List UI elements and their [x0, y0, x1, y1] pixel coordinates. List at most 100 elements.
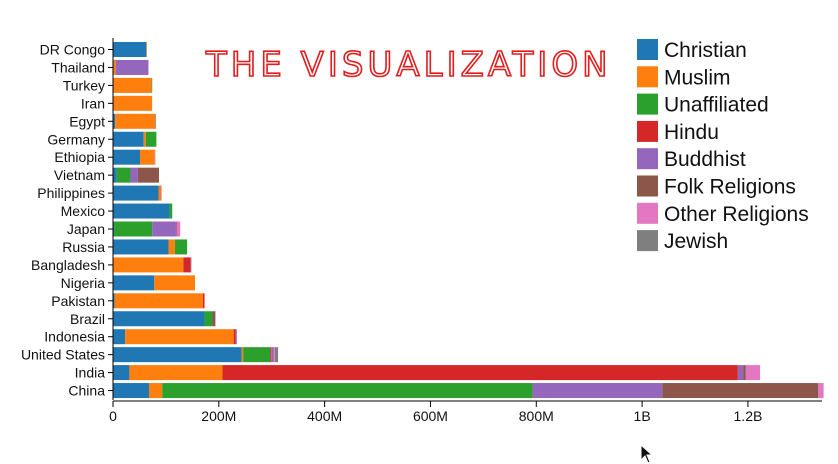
bar-segment [113, 203, 170, 219]
y-tick-label: Vietnam [54, 167, 105, 183]
bars-group [113, 42, 824, 399]
bar-segment [174, 239, 188, 255]
x-tick-label: 800M [519, 408, 554, 424]
x-tick-label: 400M [307, 408, 342, 424]
bar-segment [143, 131, 146, 147]
y-tick-label: Turkey [63, 77, 105, 93]
x-axis: 0 200M 400M 600M 800M 1B 1.2B [109, 400, 822, 424]
legend-label: Buddhist [664, 148, 746, 171]
legend: Christian Muslim Unaffiliated Hindu Buddhist… [637, 39, 809, 253]
handwritten-annotation: THE VISUALIZATION [204, 44, 608, 86]
bar-segment [737, 365, 744, 381]
bar-segment [137, 167, 160, 183]
legend-label: Unaffiliated [664, 94, 769, 117]
bar-segment [113, 257, 184, 273]
y-tick-label: Egypt [69, 113, 105, 129]
bar-segment [158, 185, 162, 201]
legend-label: Folk Religions [664, 176, 796, 199]
x-tick-label: 200M [201, 408, 236, 424]
y-tick-label: Germany [47, 131, 105, 147]
bar-segment [130, 167, 138, 183]
legend-swatch [637, 202, 658, 224]
y-tick-label: United States [21, 347, 105, 363]
bar-segment [168, 239, 175, 255]
bar-segment [273, 347, 274, 363]
legend-label: Other Religions [664, 203, 809, 226]
bar-segment [273, 347, 275, 363]
bar-segment [743, 365, 746, 381]
bar-segment [113, 149, 140, 165]
x-tick-label: 1B [634, 408, 651, 424]
bar-segment [125, 329, 234, 345]
y-tick-label: Brazil [70, 311, 105, 327]
bar-segment [113, 365, 130, 381]
bar-segment [113, 113, 116, 129]
bar-segment [113, 185, 159, 201]
bar-segment [116, 167, 131, 183]
bar-segment [113, 167, 117, 183]
legend-swatch [637, 93, 658, 115]
y-tick-label: Bangladesh [31, 257, 105, 273]
y-tick-label: Thailand [51, 59, 105, 75]
legend-swatch [637, 230, 658, 252]
legend-label: Christian [664, 39, 747, 62]
bar-segment [145, 131, 157, 147]
bar-segment [113, 42, 147, 57]
bar-segment [270, 347, 272, 363]
bar-segment [161, 185, 162, 201]
bar-segment [222, 365, 738, 381]
bar-segment [233, 329, 236, 345]
legend-label: Hindu [664, 121, 719, 144]
y-tick-label: Iran [81, 95, 105, 111]
bar-segment [113, 221, 115, 237]
x-tick-label: 0 [109, 408, 117, 424]
bar-segment [113, 293, 115, 309]
x-tick-label: 600M [413, 408, 448, 424]
bar-segment [175, 221, 177, 237]
bar-segment [148, 383, 163, 399]
bar-segment [818, 383, 824, 399]
legend-swatch [637, 39, 658, 60]
y-tick-label: India [75, 365, 106, 381]
x-tick-label: 1.2B [734, 408, 763, 424]
y-tick-label: Pakistan [51, 293, 105, 309]
bar-segment [176, 221, 181, 237]
bar-segment [271, 347, 274, 363]
bar-segment [212, 311, 216, 327]
bar-segment [154, 275, 196, 291]
y-tick-label: China [68, 383, 105, 399]
bar-segment [146, 42, 147, 57]
y-tick-label: Mexico [61, 203, 106, 219]
bar-segment [235, 329, 237, 345]
bar-segment [154, 149, 156, 165]
bar-segment [113, 95, 153, 111]
bar-segment [162, 383, 533, 399]
bar-segment [114, 293, 203, 309]
legend-swatch [637, 66, 658, 88]
bar-segment [745, 365, 761, 381]
y-tick-label: Japan [67, 221, 105, 237]
legend-label: Jewish [664, 230, 728, 253]
bar-segment [113, 311, 205, 327]
bar-segment [113, 131, 144, 147]
y-tick-label: Indonesia [44, 329, 105, 345]
y-tick-label: Ethiopia [54, 149, 105, 165]
bar-segment [243, 347, 271, 363]
legend-label: Muslim [664, 66, 731, 89]
bar-segment [113, 329, 126, 345]
bar-segment [113, 275, 155, 291]
y-tick-label: Nigeria [61, 275, 106, 291]
y-tick-label: Russia [62, 239, 105, 255]
legend-swatch [637, 148, 658, 170]
bar-segment [152, 221, 176, 237]
bar-segment [114, 221, 153, 237]
bar-segment [155, 113, 156, 129]
bar-segment [115, 59, 149, 75]
bar-segment [113, 77, 152, 93]
bar-segment [113, 59, 116, 75]
bar-segment [662, 383, 819, 399]
bar-segment [129, 365, 223, 381]
bar-segment [115, 113, 156, 129]
